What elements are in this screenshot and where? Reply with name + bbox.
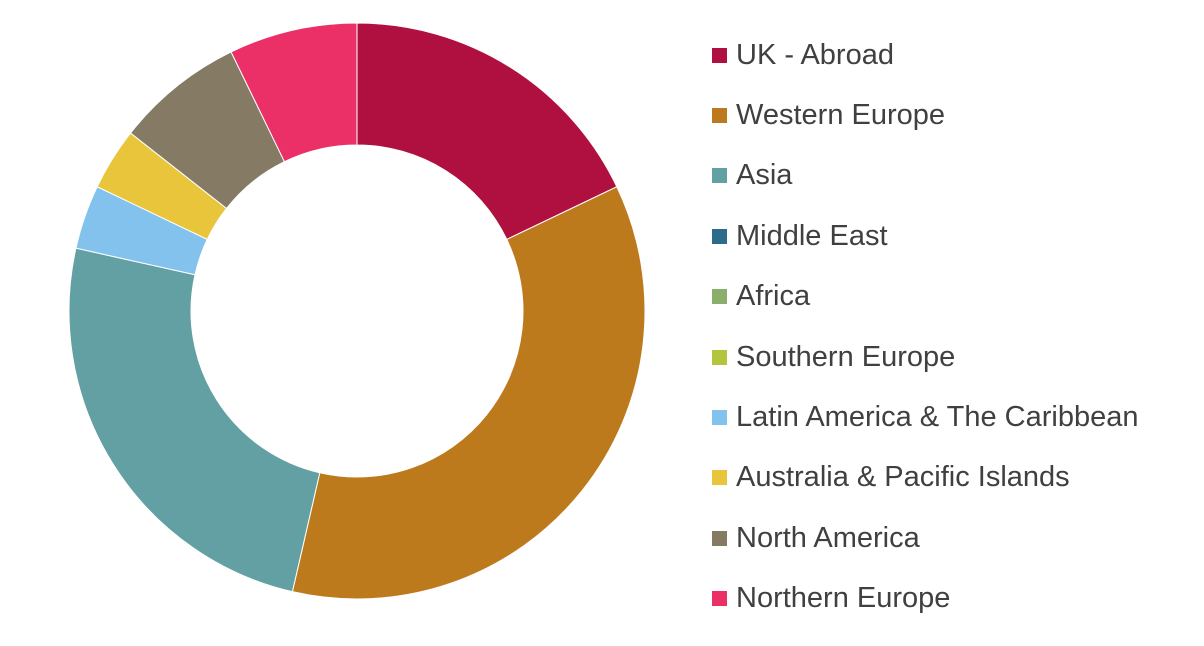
legend-swatch bbox=[712, 47, 727, 63]
legend-swatch bbox=[712, 409, 727, 425]
legend-swatch bbox=[712, 168, 727, 184]
legend-swatch bbox=[712, 470, 727, 486]
legend-item: UK - Abroad bbox=[712, 35, 894, 75]
legend-label: North America bbox=[736, 521, 920, 554]
legend-label: Asia bbox=[736, 159, 793, 192]
slice-western-europe bbox=[291, 186, 646, 600]
legend-label: Australia & Pacific Islands bbox=[736, 461, 1070, 494]
legend-swatch bbox=[712, 591, 727, 607]
legend-label: Western Europe bbox=[736, 98, 946, 131]
legend-label: Middle East bbox=[736, 219, 888, 252]
legend-label: Southern Europe bbox=[736, 340, 956, 373]
legend-label: Latin America & The Caribbean bbox=[736, 400, 1139, 433]
legend-label: Africa bbox=[736, 280, 811, 313]
donut-chart bbox=[68, 22, 646, 600]
legend-item: Australia & Pacific Islands bbox=[712, 458, 1070, 498]
legend-swatch bbox=[712, 530, 727, 546]
legend-item: Western Europe bbox=[712, 95, 945, 135]
legend-item: North America bbox=[712, 518, 920, 558]
legend-item: Middle East bbox=[712, 216, 888, 256]
slice-uk-abroad bbox=[356, 22, 618, 241]
legend-item: Southern Europe bbox=[712, 337, 955, 377]
legend-item: Africa bbox=[712, 277, 810, 317]
legend-swatch bbox=[712, 228, 727, 244]
legend-swatch bbox=[712, 349, 727, 365]
legend-label: Northern Europe bbox=[736, 582, 951, 615]
legend-item: Asia bbox=[712, 156, 792, 196]
slice-northern-europe bbox=[230, 22, 358, 163]
legend-swatch bbox=[712, 107, 727, 123]
legend-swatch bbox=[712, 289, 727, 305]
slice-asia bbox=[68, 247, 321, 593]
legend-item: Latin America & The Caribbean bbox=[712, 397, 1138, 437]
legend-label: UK - Abroad bbox=[736, 38, 894, 71]
legend-item: Northern Europe bbox=[712, 579, 950, 619]
